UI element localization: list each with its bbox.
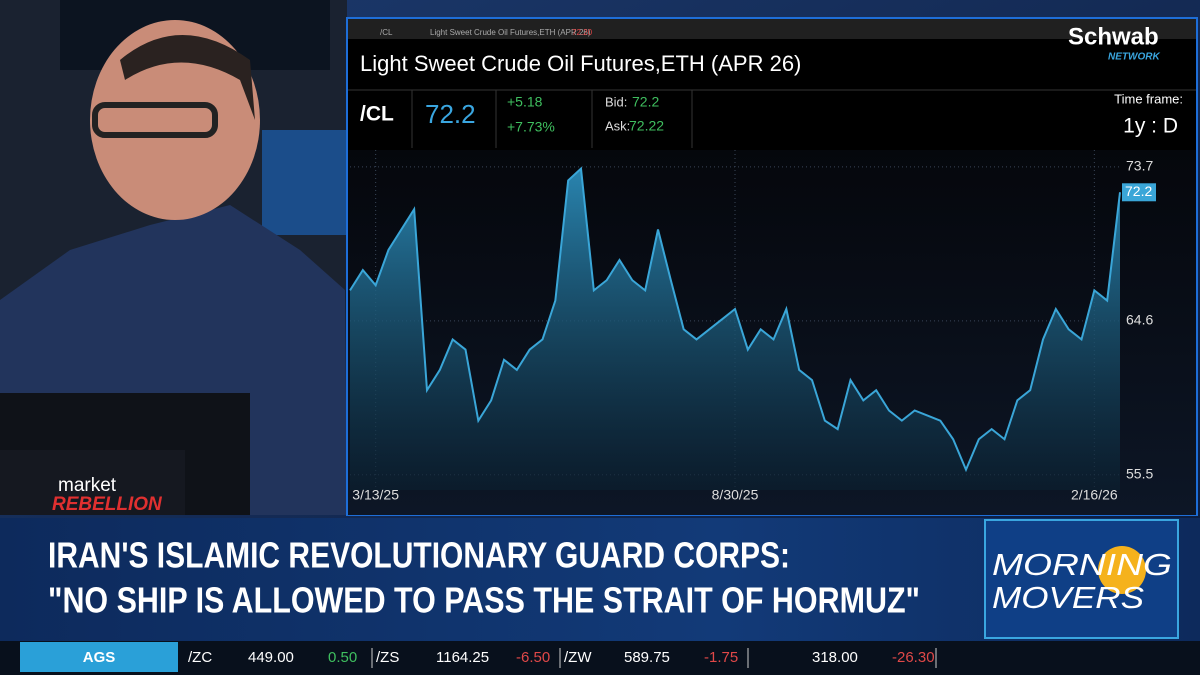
quote-change-pct: +7.73%	[507, 119, 555, 135]
ticker-change: -1.75	[704, 649, 738, 666]
ticker	[0, 641, 1200, 675]
ticker-price: 589.75	[624, 649, 670, 666]
window-price: 72.20	[572, 28, 593, 37]
headline: "NO SHIP IS ALLOWED TO PASS THE STRAIT O…	[48, 580, 920, 621]
ask-label: Ask:	[605, 118, 630, 133]
timeframe-label: Time frame:	[1114, 91, 1183, 106]
bid: 72.2	[632, 94, 659, 110]
ticker-section-label: AGS	[83, 649, 116, 666]
quote-symbol: /CL	[360, 103, 394, 126]
show-box	[984, 519, 1179, 639]
quote-last: 72.2	[425, 99, 476, 129]
presenter-glasses	[92, 102, 218, 138]
last-value-box	[1122, 183, 1156, 202]
bid-label: Bid:	[605, 94, 627, 109]
ticker-section	[20, 642, 178, 672]
studio-monitor	[262, 130, 347, 235]
ticker-change: -26.30	[892, 649, 935, 666]
desk-brand: market	[58, 475, 117, 496]
sun-icon	[1098, 546, 1146, 594]
headline: IRAN'S ISLAMIC REVOLUTIONARY GUARD CORPS…	[48, 535, 790, 576]
ticker-symbol: /ZW	[564, 649, 592, 666]
title-bar	[348, 19, 1196, 39]
window-tab: /CL	[380, 28, 393, 37]
ticker-symbol: /ZC	[188, 649, 212, 666]
desk-brand: REBELLION	[52, 494, 163, 515]
quote-title: Light Sweet Crude Oil Futures,ETH (APR 2…	[360, 51, 801, 76]
window-title: Light Sweet Crude Oil Futures,ETH (APR 2…	[430, 28, 591, 37]
presenter-hair	[120, 35, 255, 120]
timeframe: 1y : D	[1123, 115, 1178, 138]
brand-logo: Schwab	[1068, 23, 1159, 50]
ticker-price: 449.00	[248, 649, 294, 666]
chart: 55.5 64.6 73.7 3/13/25 8/30/25 2/16/26 72.2	[349, 150, 1156, 503]
desk-panel	[0, 450, 185, 515]
show-name: MORNING	[992, 547, 1172, 582]
x-tick-label: 2/16/26	[1071, 487, 1118, 503]
area-fill	[350, 168, 1120, 490]
x-tick-label: 8/30/25	[712, 487, 759, 503]
show-name: MOVERS	[992, 580, 1144, 615]
ticker-price: 1164.25	[436, 649, 489, 666]
line	[349, 166, 1121, 473]
y-tick-label: 73.7	[1126, 158, 1153, 174]
ticker-change: 0.50	[328, 649, 357, 666]
brand-network: NETWORK	[1108, 52, 1160, 63]
ticker-change: -6.50	[516, 649, 550, 666]
y-tick-label: 64.6	[1126, 312, 1153, 328]
y-tick-label: 55.5	[1126, 465, 1153, 481]
last-value-label: 72.2	[1125, 183, 1152, 199]
quote-change: +5.18	[507, 94, 543, 110]
ticker-price: 318.00	[812, 649, 858, 666]
ticker-symbol: /ZS	[376, 649, 399, 666]
x-tick-label: 3/13/25	[352, 487, 399, 503]
ticker-items: /ZC 449.00 0.50/ZS 1164.25 -6.50/ZW 589.75 -1.…	[188, 648, 937, 668]
ask: 72.22	[629, 118, 664, 134]
